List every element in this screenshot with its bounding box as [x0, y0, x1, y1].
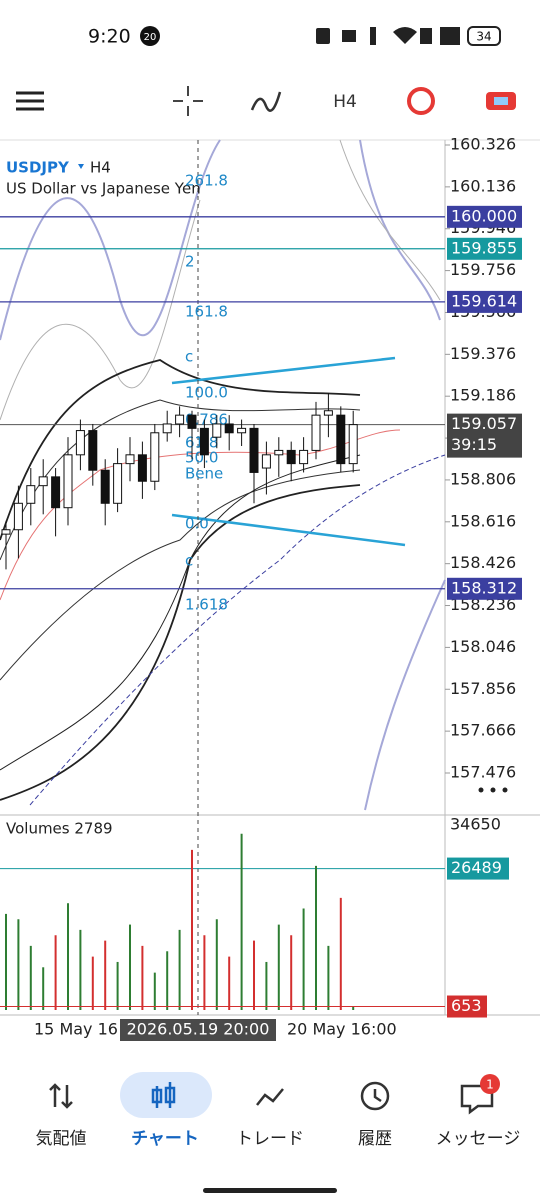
clock: 9:20 [88, 26, 131, 48]
candle-body [150, 432, 160, 482]
candle-body [286, 449, 296, 465]
objects-button[interactable] [407, 87, 435, 115]
candle-body [88, 430, 98, 471]
fib-label: 161.8 [185, 303, 228, 321]
candle-body [274, 449, 284, 456]
more-button[interactable] [478, 787, 508, 793]
candle-body [336, 414, 346, 465]
indicator-bands [0, 139, 446, 1015]
price-level-tag [447, 577, 522, 600]
last-volume-label: 653 [451, 996, 482, 1015]
nav-label[interactable]: トレード [236, 1129, 304, 1149]
nav-icons [49, 1081, 494, 1115]
candle-body [38, 476, 48, 487]
x-label: 20 May 16:00 [287, 1020, 397, 1039]
battery-level: 34 [476, 30, 491, 44]
x-label: 15 May 16 [34, 1020, 118, 1039]
fib-label: Bene [185, 465, 223, 483]
volume-level-tag [447, 857, 509, 880]
y-tick-label: 158.426 [450, 553, 516, 572]
indicators-button[interactable] [250, 91, 282, 112]
candle-body [199, 427, 209, 456]
candle-body [311, 414, 321, 451]
chart-timeframe: H4 [90, 159, 111, 177]
candle-body [26, 485, 36, 504]
nav-label[interactable]: メッセージ [436, 1129, 521, 1149]
current-price-tag [447, 413, 522, 458]
fib-label: c [185, 348, 193, 366]
nav-label[interactable]: 気配値 [36, 1129, 87, 1149]
candle-body [113, 463, 123, 504]
candle-body [75, 430, 85, 456]
y-tick-label: 158.616 [450, 511, 516, 530]
menu-button[interactable] [16, 91, 44, 111]
candle-body [13, 502, 23, 531]
fib-label: 100.0 [185, 384, 228, 402]
current-price-label: 159.057 [451, 414, 517, 433]
candle-body [137, 454, 147, 482]
nav-label[interactable]: チャート [131, 1129, 199, 1149]
crosshair-tag [120, 1019, 276, 1041]
candle-body [249, 427, 259, 473]
candle-body [187, 414, 197, 429]
candle-body [100, 469, 110, 504]
y-tick-label: 160.136 [450, 176, 516, 195]
y-tick-label: 157.666 [450, 721, 516, 740]
candle-body [299, 449, 309, 465]
price-level-label: 160.000 [451, 206, 517, 225]
y-tick-label: 157.856 [450, 679, 516, 698]
y-tick-label: 159.376 [450, 344, 516, 363]
candle-body [162, 423, 172, 434]
y-tick-label: 159.756 [450, 260, 516, 279]
volumes-title: Volumes 2789 [6, 820, 113, 838]
price-level-label: 158.312 [451, 578, 517, 597]
price-level-label: 159.855 [451, 238, 517, 257]
fib-label: 1.618 [185, 596, 228, 614]
status-icons [316, 26, 501, 46]
price-level-tag [447, 290, 522, 313]
candle-body [237, 427, 247, 434]
fib-label: 50.0 [185, 449, 218, 467]
fib-label: c [185, 552, 193, 570]
notification-count: 20 [144, 32, 157, 43]
message-badge-count: 1 [486, 1078, 494, 1092]
candle-body [175, 414, 185, 425]
fib-label: 261.8 [185, 172, 228, 190]
symbol[interactable]: USDJPY [6, 159, 70, 177]
message-badge [480, 1074, 500, 1094]
price-level-tag [447, 237, 522, 260]
candle-body [125, 454, 135, 465]
candle-body [212, 423, 222, 438]
nav-label[interactable]: 履歴 [358, 1129, 392, 1149]
y-tick-label: 158.806 [450, 469, 516, 488]
timeframe-button[interactable]: H4 [333, 92, 357, 112]
candle-body [348, 424, 358, 465]
countdown: 39:15 [451, 435, 497, 454]
y-tick-label: 158.046 [450, 637, 516, 656]
crosshair-button[interactable] [173, 86, 203, 116]
fib-label: 0.0 [185, 515, 209, 533]
last-volume-tag [447, 995, 487, 1018]
candle-body [51, 476, 61, 509]
candle-body [63, 454, 73, 509]
candle-body [323, 410, 333, 416]
y-tick-label: 160.326 [450, 135, 516, 154]
fib-label: 2 [185, 253, 195, 271]
crosshair-label: 2026.05.19 20:00 [127, 1020, 270, 1039]
y-tick-label: 157.476 [450, 763, 516, 782]
price-level-label: 159.614 [451, 291, 517, 310]
home-indicator [203, 1188, 337, 1193]
candle-body [1, 529, 11, 535]
volume-tick-label: 34650 [450, 815, 501, 834]
volume-level-label: 26489 [451, 858, 502, 877]
symbol-description: US Dollar vs Japanese Yen [6, 180, 201, 198]
candle-body [224, 423, 234, 434]
candle-body [261, 454, 271, 469]
price-level-tag [447, 205, 522, 228]
y-tick-label: 159.186 [450, 386, 516, 405]
notification-icon [140, 26, 160, 46]
